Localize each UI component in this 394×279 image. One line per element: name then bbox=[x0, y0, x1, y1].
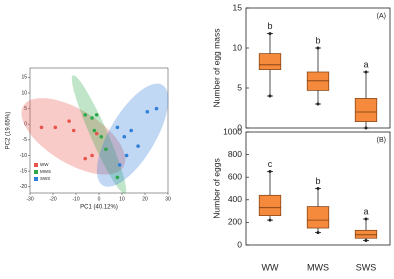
y-tick-label: 5 bbox=[237, 82, 242, 92]
panel-label: (A) bbox=[377, 13, 386, 20]
y-tick-label: 0 bbox=[237, 239, 242, 249]
significance-letter: b bbox=[315, 35, 320, 45]
point bbox=[71, 128, 76, 133]
point bbox=[145, 109, 150, 114]
point bbox=[154, 106, 159, 111]
legend-label: WW bbox=[40, 162, 49, 167]
point bbox=[129, 128, 133, 133]
ellipse bbox=[71, 75, 127, 194]
x-tick-label: WW bbox=[262, 262, 279, 272]
point bbox=[39, 125, 44, 130]
box bbox=[354, 229, 378, 239]
legend-label: MWS bbox=[40, 169, 51, 174]
point bbox=[92, 128, 97, 133]
extreme-point bbox=[268, 170, 272, 174]
point bbox=[136, 144, 140, 148]
point bbox=[83, 156, 87, 161]
x-tick-label: -30 bbox=[26, 196, 33, 202]
y-tick-label: 10 bbox=[233, 42, 243, 52]
point bbox=[90, 153, 94, 158]
y-tick-label: 10 bbox=[21, 90, 27, 96]
legend-swatch bbox=[34, 177, 38, 181]
y-axis-label: Number of egg mass bbox=[211, 29, 221, 108]
point bbox=[124, 153, 129, 158]
significance-letter: b bbox=[267, 21, 272, 31]
x-tick-label: 0 bbox=[98, 196, 101, 202]
y-tick-label: -10 bbox=[20, 153, 27, 159]
plot-frame bbox=[245, 131, 391, 246]
y-tick-label: 15 bbox=[233, 2, 243, 12]
legend-swatch bbox=[34, 170, 38, 174]
extreme-point bbox=[268, 218, 272, 222]
y-tick-label: -15 bbox=[20, 168, 27, 174]
y-tick-label: 0 bbox=[237, 122, 242, 132]
extreme-point bbox=[268, 94, 272, 98]
extreme-point bbox=[316, 231, 320, 235]
plot-frame bbox=[245, 7, 391, 129]
point bbox=[99, 134, 104, 139]
y-tick-label: 400 bbox=[228, 194, 242, 204]
y-tick-label: 15 bbox=[21, 75, 27, 81]
significance-letter: b bbox=[315, 176, 320, 186]
extreme-point bbox=[364, 126, 368, 130]
extreme-point bbox=[316, 46, 320, 50]
point bbox=[104, 147, 108, 152]
panel-label: (B) bbox=[377, 137, 386, 144]
legend-swatch bbox=[34, 163, 38, 167]
x-tick-label: 30 bbox=[165, 196, 171, 202]
point bbox=[122, 134, 127, 139]
extreme-point bbox=[364, 217, 368, 221]
significance-letter: c bbox=[268, 159, 273, 169]
extreme-point bbox=[316, 187, 320, 190]
x-tick-label: 20 bbox=[142, 196, 148, 202]
y-tick-label: 600 bbox=[228, 171, 242, 181]
ellipse bbox=[96, 83, 169, 187]
extreme-point bbox=[364, 70, 368, 74]
y-tick-label: 800 bbox=[228, 149, 242, 159]
point bbox=[53, 125, 58, 130]
point bbox=[83, 113, 87, 117]
x-axis-label: PC1 (40.12%) bbox=[80, 205, 118, 211]
point bbox=[117, 163, 122, 167]
point bbox=[115, 175, 120, 180]
point bbox=[90, 116, 94, 120]
x-tick-label: 10 bbox=[119, 196, 125, 202]
box bbox=[354, 98, 378, 122]
point bbox=[94, 113, 99, 117]
point bbox=[94, 131, 99, 136]
y-tick-label: 5 bbox=[24, 106, 27, 112]
x-tick-label: MWS bbox=[307, 262, 329, 272]
box bbox=[258, 194, 282, 216]
extreme-point bbox=[364, 238, 368, 242]
x-tick-label: -20 bbox=[49, 196, 56, 202]
extreme-point bbox=[268, 32, 272, 36]
y-tick-label: -5 bbox=[23, 137, 28, 143]
ellipse bbox=[21, 98, 126, 175]
y-tick-label: 1000 bbox=[223, 126, 242, 136]
box bbox=[306, 206, 330, 229]
significance-letter: a bbox=[363, 59, 368, 69]
point bbox=[115, 125, 120, 130]
significance-letter: a bbox=[363, 206, 368, 216]
legend-label: SWS bbox=[40, 176, 50, 181]
y-tick-label: 200 bbox=[228, 217, 242, 227]
point bbox=[67, 119, 71, 123]
box bbox=[258, 53, 282, 70]
y-tick-label: 0 bbox=[24, 122, 27, 128]
extreme-point bbox=[316, 102, 320, 106]
x-tick-label: -10 bbox=[72, 196, 79, 202]
y-axis-label: Number of eggs bbox=[211, 158, 221, 218]
x-tick-label: SWS bbox=[356, 262, 377, 272]
y-tick-label: -20 bbox=[20, 184, 27, 190]
y-axis-label: PC2 (19.65%) bbox=[6, 112, 12, 150]
